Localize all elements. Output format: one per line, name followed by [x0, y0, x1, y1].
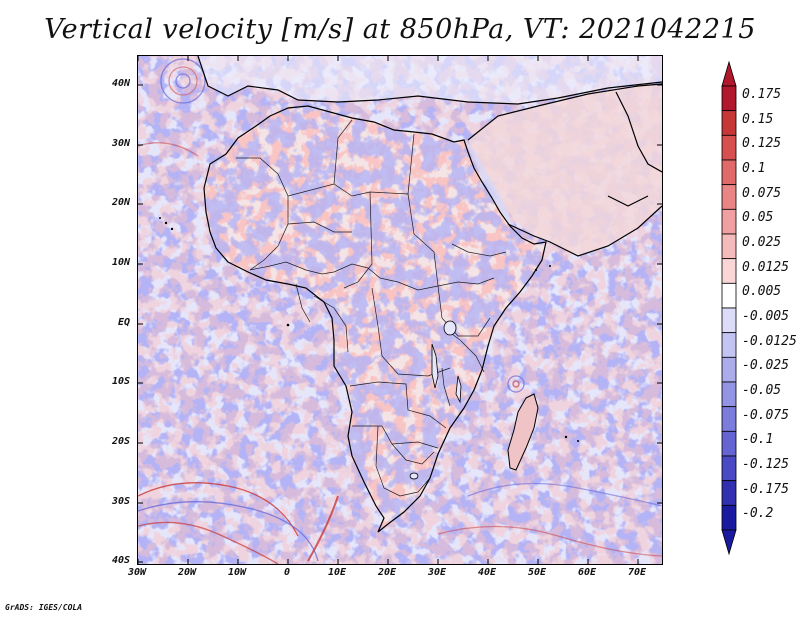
- grads-credit: GrADS: IGES/COLA: [5, 603, 83, 612]
- lat-label-eq: EQ: [117, 317, 130, 328]
- lat-label-20s: 20S: [111, 436, 130, 447]
- colorbar-segment: [721, 233, 737, 260]
- colorbar-segment: [721, 381, 737, 408]
- colorbar-level-label: 0.15: [742, 111, 774, 127]
- lon-label-20e: 20E: [377, 567, 397, 578]
- colorbar-segment: [721, 356, 737, 383]
- colorbar-level-label: -0.1: [742, 432, 774, 448]
- colorbar-level-label: -0.0125: [742, 333, 797, 349]
- colorbar-segment: [721, 85, 737, 112]
- colorbar-level-label: -0.005: [742, 309, 789, 324]
- colorbar-level-label: -0.025: [742, 358, 789, 374]
- arabia-field: [468, 84, 662, 256]
- colorbar-level-label: 0.005: [742, 284, 782, 300]
- lat-label-40s: 40S: [111, 555, 130, 566]
- colorbar-segment: [721, 184, 737, 210]
- lat-label-10s: 10S: [111, 376, 130, 387]
- lat-label-40n: 40N: [111, 78, 130, 89]
- colorbar-segment: [721, 282, 737, 309]
- map-panel: [137, 55, 663, 565]
- colorbar-segment: [721, 134, 737, 161]
- colorbar-level-label: 0.125: [742, 136, 782, 152]
- colorbar-segment: [721, 208, 737, 235]
- red-sea: [464, 140, 512, 224]
- colorbar-level-label: -0.05: [742, 383, 782, 398]
- colorbar-level-label: 0.025: [742, 235, 782, 250]
- madagascar: [507, 393, 539, 471]
- colorbar-level-label: -0.175: [742, 481, 789, 497]
- chart-title: Vertical velocity [m/s] at 850hPa, VT: 2…: [44, 14, 756, 45]
- country-borders: [236, 119, 507, 497]
- colorbar-level-label: 0.075: [742, 185, 782, 201]
- lakes: [409, 320, 462, 480]
- colorbar-segment: [721, 307, 737, 334]
- colorbar-top-arrow: [721, 60, 737, 87]
- lat-label-30n: 30N: [111, 138, 130, 149]
- map-svg: [138, 56, 662, 564]
- lat-label-20n: 20N: [111, 197, 130, 208]
- colorbar-bottom-arrow: [721, 529, 737, 556]
- colorbar-level-label: 0.05: [742, 210, 774, 226]
- lon-label-70e: 70E: [627, 567, 647, 578]
- lon-label-50e: 50E: [527, 567, 547, 578]
- colorbar-segment: [721, 480, 737, 506]
- colorbar-segment: [721, 110, 737, 136]
- lat-label-30s: 30S: [111, 496, 130, 507]
- colorbar-segment: [721, 159, 737, 186]
- lon-label-40e: 40E: [477, 567, 497, 578]
- colorbar-segment: [721, 430, 737, 457]
- colorbar-segment: [721, 332, 737, 358]
- frame-ticks: [138, 56, 662, 564]
- lon-label-20w: 20W: [177, 567, 197, 578]
- lon-label-30e: 30E: [427, 567, 447, 578]
- coastlines: [197, 56, 662, 533]
- lon-label-30w: 30W: [127, 567, 147, 578]
- colorbar-segment: [721, 258, 737, 284]
- swirl-features: [138, 58, 662, 564]
- colorbar-level-label: -0.125: [742, 457, 789, 472]
- colorbar-level-label: -0.075: [742, 407, 789, 423]
- colorbar-segment: [721, 504, 737, 531]
- colorbar: [721, 60, 737, 556]
- islands: [159, 217, 579, 442]
- colorbar-level-label: 0.0125: [742, 259, 789, 275]
- lon-label-10w: 10W: [227, 567, 247, 578]
- lon-label-10e: 10E: [327, 567, 347, 578]
- colorbar-level-label: 0.175: [742, 87, 782, 102]
- lon-label-60e: 60E: [577, 567, 597, 578]
- europe-field: [138, 56, 662, 104]
- colorbar-level-label: -0.2: [742, 506, 774, 522]
- colorbar-level-label: 0.1: [742, 161, 766, 176]
- lat-label-10n: 10N: [111, 257, 130, 268]
- colorbar-segment: [721, 455, 737, 482]
- lon-label-0: 0: [283, 567, 291, 578]
- colorbar-segment: [721, 406, 737, 432]
